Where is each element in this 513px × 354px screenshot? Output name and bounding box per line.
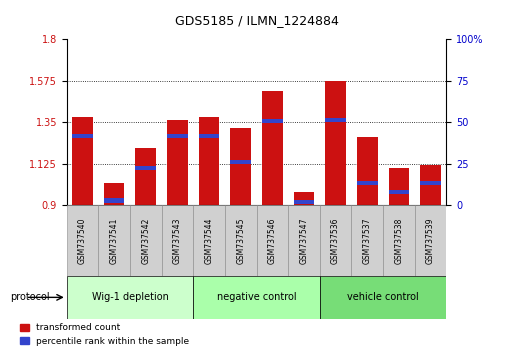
- Bar: [135, 148, 156, 205]
- Bar: [293, 200, 314, 204]
- Bar: [415, 205, 446, 276]
- Text: GSM737536: GSM737536: [331, 217, 340, 264]
- Bar: [104, 199, 125, 202]
- Text: GSM737537: GSM737537: [363, 217, 372, 264]
- Text: protocol: protocol: [10, 292, 50, 302]
- Bar: [98, 205, 130, 276]
- Bar: [104, 183, 125, 205]
- Bar: [351, 205, 383, 276]
- Bar: [67, 276, 193, 319]
- Text: GSM737540: GSM737540: [78, 217, 87, 264]
- Text: GSM737539: GSM737539: [426, 217, 435, 264]
- Text: vehicle control: vehicle control: [347, 292, 419, 302]
- Bar: [135, 166, 156, 170]
- Bar: [72, 134, 93, 138]
- Bar: [193, 205, 225, 276]
- Text: GSM737542: GSM737542: [141, 217, 150, 264]
- Bar: [167, 120, 188, 205]
- Text: GSM737538: GSM737538: [394, 217, 403, 264]
- Bar: [388, 169, 409, 205]
- Text: Wig-1 depletion: Wig-1 depletion: [91, 292, 168, 302]
- Bar: [320, 276, 446, 319]
- Bar: [225, 205, 256, 276]
- Legend: transformed count, percentile rank within the sample: transformed count, percentile rank withi…: [20, 324, 189, 346]
- Bar: [320, 205, 351, 276]
- Bar: [420, 181, 441, 185]
- Bar: [262, 119, 283, 123]
- Bar: [230, 128, 251, 205]
- Bar: [130, 205, 162, 276]
- Bar: [262, 91, 283, 205]
- Bar: [383, 205, 415, 276]
- Bar: [72, 116, 93, 205]
- Bar: [167, 134, 188, 138]
- Bar: [230, 160, 251, 164]
- Bar: [357, 137, 378, 205]
- Text: GSM737545: GSM737545: [236, 217, 245, 264]
- Text: GSM737544: GSM737544: [205, 217, 213, 264]
- Bar: [199, 116, 220, 205]
- Bar: [199, 134, 220, 138]
- Bar: [256, 205, 288, 276]
- Bar: [162, 205, 193, 276]
- Text: GDS5185 / ILMN_1224884: GDS5185 / ILMN_1224884: [174, 14, 339, 27]
- Bar: [288, 205, 320, 276]
- Bar: [293, 192, 314, 205]
- Text: GSM737547: GSM737547: [300, 217, 308, 264]
- Text: negative control: negative control: [216, 292, 297, 302]
- Text: GSM737546: GSM737546: [268, 217, 277, 264]
- Bar: [388, 190, 409, 194]
- Bar: [193, 276, 320, 319]
- Text: GSM737543: GSM737543: [173, 217, 182, 264]
- Bar: [325, 81, 346, 205]
- Bar: [325, 118, 346, 122]
- Text: GSM737541: GSM737541: [110, 217, 119, 264]
- Bar: [357, 181, 378, 185]
- Bar: [420, 165, 441, 205]
- Bar: [67, 205, 98, 276]
